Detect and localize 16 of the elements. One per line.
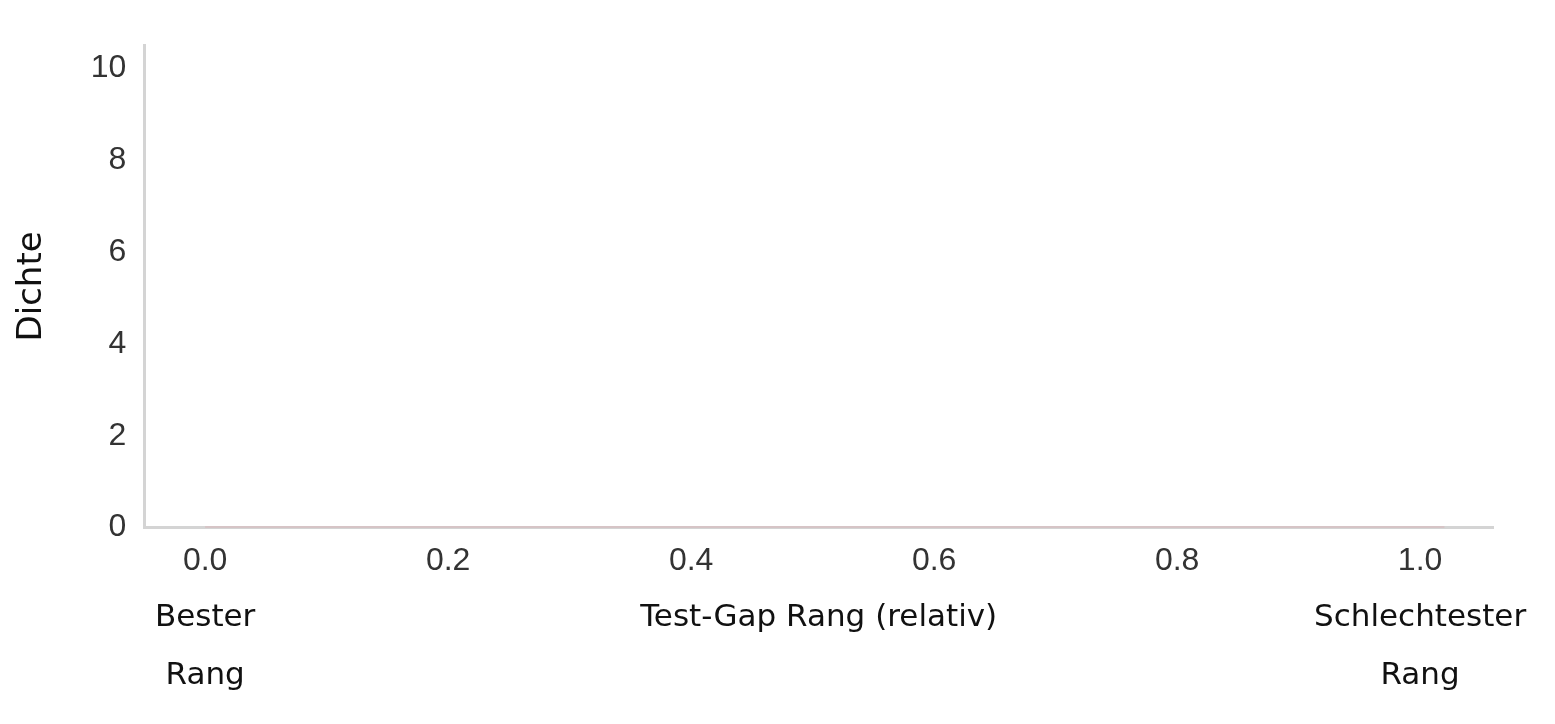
x-tick-label: 0.0 xyxy=(182,540,228,577)
text: Bester Rang xyxy=(154,596,256,691)
y-tick-label: 6 xyxy=(108,231,127,268)
y-tick-label: 4 xyxy=(108,323,127,360)
x-tick-label: 0.8 xyxy=(1154,540,1200,577)
y-tick-label: 8 xyxy=(108,139,127,176)
y-tick-label: 0 xyxy=(108,507,127,544)
x-axis-title: Test-Gap Rang (relativ) xyxy=(639,596,998,633)
y-axis-title: Dichte xyxy=(9,231,50,342)
x-tick-label: 1.0 xyxy=(1397,540,1443,577)
y-tick-label: 10 xyxy=(90,48,127,84)
text: Schlechtester Rang xyxy=(1314,596,1527,691)
x-tick-label: 0.6 xyxy=(911,540,957,577)
x-tick-label: 0.4 xyxy=(668,540,714,577)
x-tick-label: 0.2 xyxy=(425,540,471,577)
y-tick-label: 2 xyxy=(108,415,127,452)
